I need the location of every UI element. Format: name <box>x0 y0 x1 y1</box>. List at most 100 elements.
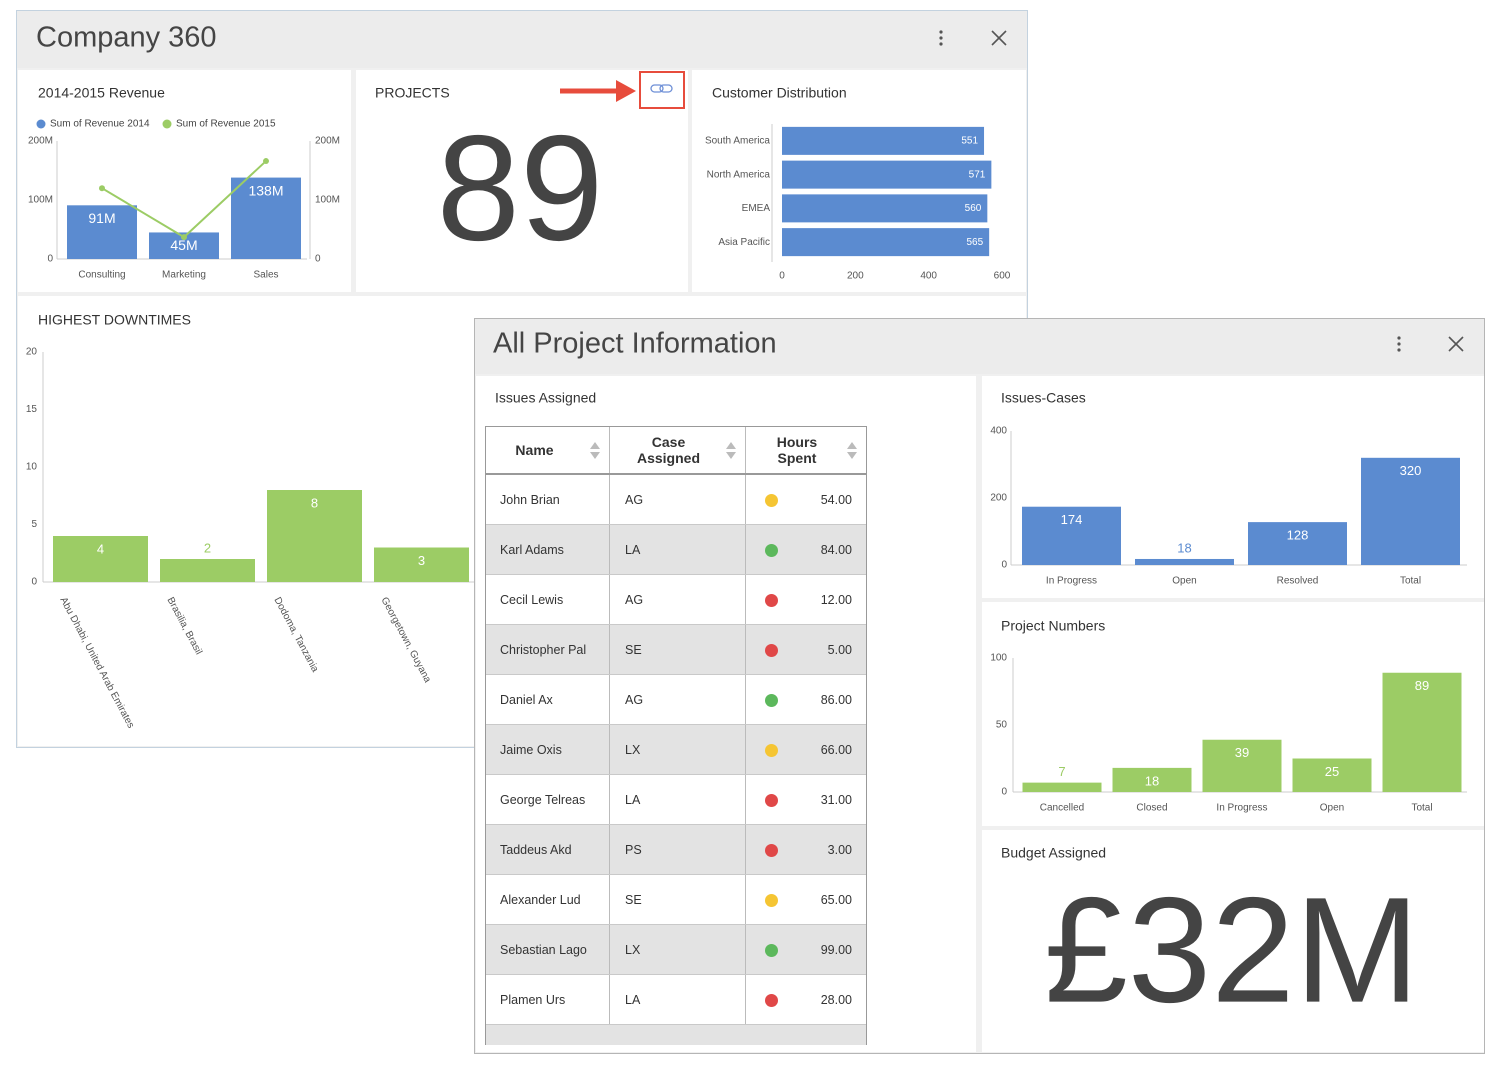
legend-swatch <box>162 119 172 129</box>
name-cell: Daniel Ax <box>486 675 610 724</box>
case-cell: LX <box>610 925 746 974</box>
value-label: 560 <box>965 203 982 214</box>
value-label: 3 <box>418 553 425 568</box>
value-label: 4 <box>97 541 104 556</box>
y-tick-label: 10 <box>26 462 38 473</box>
y-tick-label: 50 <box>996 720 1008 731</box>
value-label: 8 <box>311 495 318 510</box>
bar <box>1292 758 1372 792</box>
value-label: 91M <box>88 210 115 226</box>
name-cell: Sebastian Lago <box>486 925 610 974</box>
close-button[interactable] <box>991 30 1007 46</box>
status-dot <box>765 794 778 807</box>
value-label: 128 <box>1287 528 1309 543</box>
status-dot <box>765 544 778 557</box>
column-header[interactable]: Hours Spent <box>746 427 866 473</box>
x-tick-label: Total <box>1411 803 1432 814</box>
status-dot <box>765 744 778 757</box>
line-point <box>263 158 269 165</box>
hours-cell: 5.00 <box>746 625 866 674</box>
name-cell: Christopher Pal <box>486 625 610 674</box>
y-tick-label: 400 <box>990 426 1007 437</box>
highlight-box <box>639 71 685 109</box>
table-row: Alexander Lud SE 65.00 <box>486 875 866 925</box>
value-label: 138M <box>248 182 283 198</box>
x-tick-label: Cancelled <box>1040 803 1084 814</box>
table-row: John Brian AG 54.00 <box>486 475 866 525</box>
name-cell: John Brian <box>486 475 610 524</box>
bar <box>782 194 988 223</box>
bar <box>267 490 362 582</box>
hours-cell: 65.00 <box>746 875 866 924</box>
menu-button[interactable] <box>939 30 943 46</box>
column-label: Name <box>515 442 554 458</box>
data-table: Name Case Assigned Hours Spent John Brian AG… <box>485 426 867 1045</box>
value-label: 7 <box>1058 764 1065 779</box>
legend-label: Sum of Revenue 2014 <box>50 119 150 130</box>
menu-button[interactable] <box>1397 336 1401 352</box>
value-label: 571 <box>969 169 986 180</box>
hours-cell: 12.00 <box>746 575 866 624</box>
kpi-title: Budget Assigned <box>1001 845 1106 861</box>
case-cell: LA <box>610 525 746 574</box>
column-header[interactable]: Case Assigned <box>610 427 746 473</box>
table-row: Sebastian Lago LX 99.00 <box>486 925 866 975</box>
link-icon[interactable] <box>650 84 673 93</box>
table-row: George Telreas LA 31.00 <box>486 775 866 825</box>
y2-tick-label: 100M <box>315 195 340 206</box>
bar <box>1135 558 1234 565</box>
bar <box>1382 672 1462 792</box>
table-header: Name Case Assigned Hours Spent <box>486 427 866 475</box>
value-label: 39 <box>1235 745 1249 760</box>
hours-cell: 31.00 <box>746 775 866 824</box>
detail-window: All Project Information Issues Assigned … <box>474 318 1485 1054</box>
line-point <box>99 185 105 192</box>
x-tick-label: 600 <box>994 271 1011 282</box>
y2-tick-label: 200M <box>315 136 340 147</box>
bar <box>1202 739 1282 792</box>
y-tick-label: 100 <box>990 653 1007 664</box>
y-tick-label: 0 <box>47 254 53 265</box>
window-title: Company 360 <box>36 22 217 54</box>
table-row: Taddeus Akd PS 3.00 <box>486 825 866 875</box>
x-tick-label: Open <box>1320 803 1344 814</box>
name-cell: Cecil Lewis <box>486 575 610 624</box>
table-row <box>486 1025 866 1045</box>
y-tick-label: 200 <box>990 493 1007 504</box>
column-label: Case Assigned <box>636 434 700 466</box>
window-header <box>475 319 1484 374</box>
bar <box>53 536 148 582</box>
case-cell: AG <box>610 575 746 624</box>
x-tick-label: 200 <box>847 271 864 282</box>
y-tick-label: 5 <box>31 519 37 530</box>
value-label: 174 <box>1061 512 1083 527</box>
y-tick-label: EMEA <box>742 203 771 214</box>
kpi-title: PROJECTS <box>375 85 450 101</box>
status-dot <box>765 844 778 857</box>
value-label: 565 <box>966 237 983 248</box>
status-dot <box>765 694 778 707</box>
status-dot <box>765 894 778 907</box>
value-label: 18 <box>1145 773 1159 788</box>
column-header[interactable]: Name <box>486 427 610 473</box>
case-cell: AG <box>610 675 746 724</box>
status-dot <box>765 644 778 657</box>
hours-cell: 54.00 <box>746 475 866 524</box>
table-row: Jaime Oxis LX 66.00 <box>486 725 866 775</box>
table-row: Plamen Urs LA 28.00 <box>486 975 866 1025</box>
x-tick-label: 400 <box>920 271 937 282</box>
value-label: 2 <box>204 540 211 555</box>
y-tick-label: 15 <box>26 404 38 415</box>
value-label: 320 <box>1400 463 1422 478</box>
bar <box>1112 767 1192 792</box>
hours-cell: 86.00 <box>746 675 866 724</box>
bar <box>1022 782 1102 792</box>
y-tick-label: North America <box>707 169 771 180</box>
y2-tick-label: 0 <box>315 254 321 265</box>
x-tick-label: Total <box>1400 576 1421 587</box>
y-tick-label: 0 <box>31 577 37 588</box>
name-cell: Jaime Oxis <box>486 725 610 774</box>
close-button[interactable] <box>1448 336 1464 352</box>
y-tick-label: 0 <box>1001 560 1007 571</box>
pointer-arrow <box>560 80 636 102</box>
